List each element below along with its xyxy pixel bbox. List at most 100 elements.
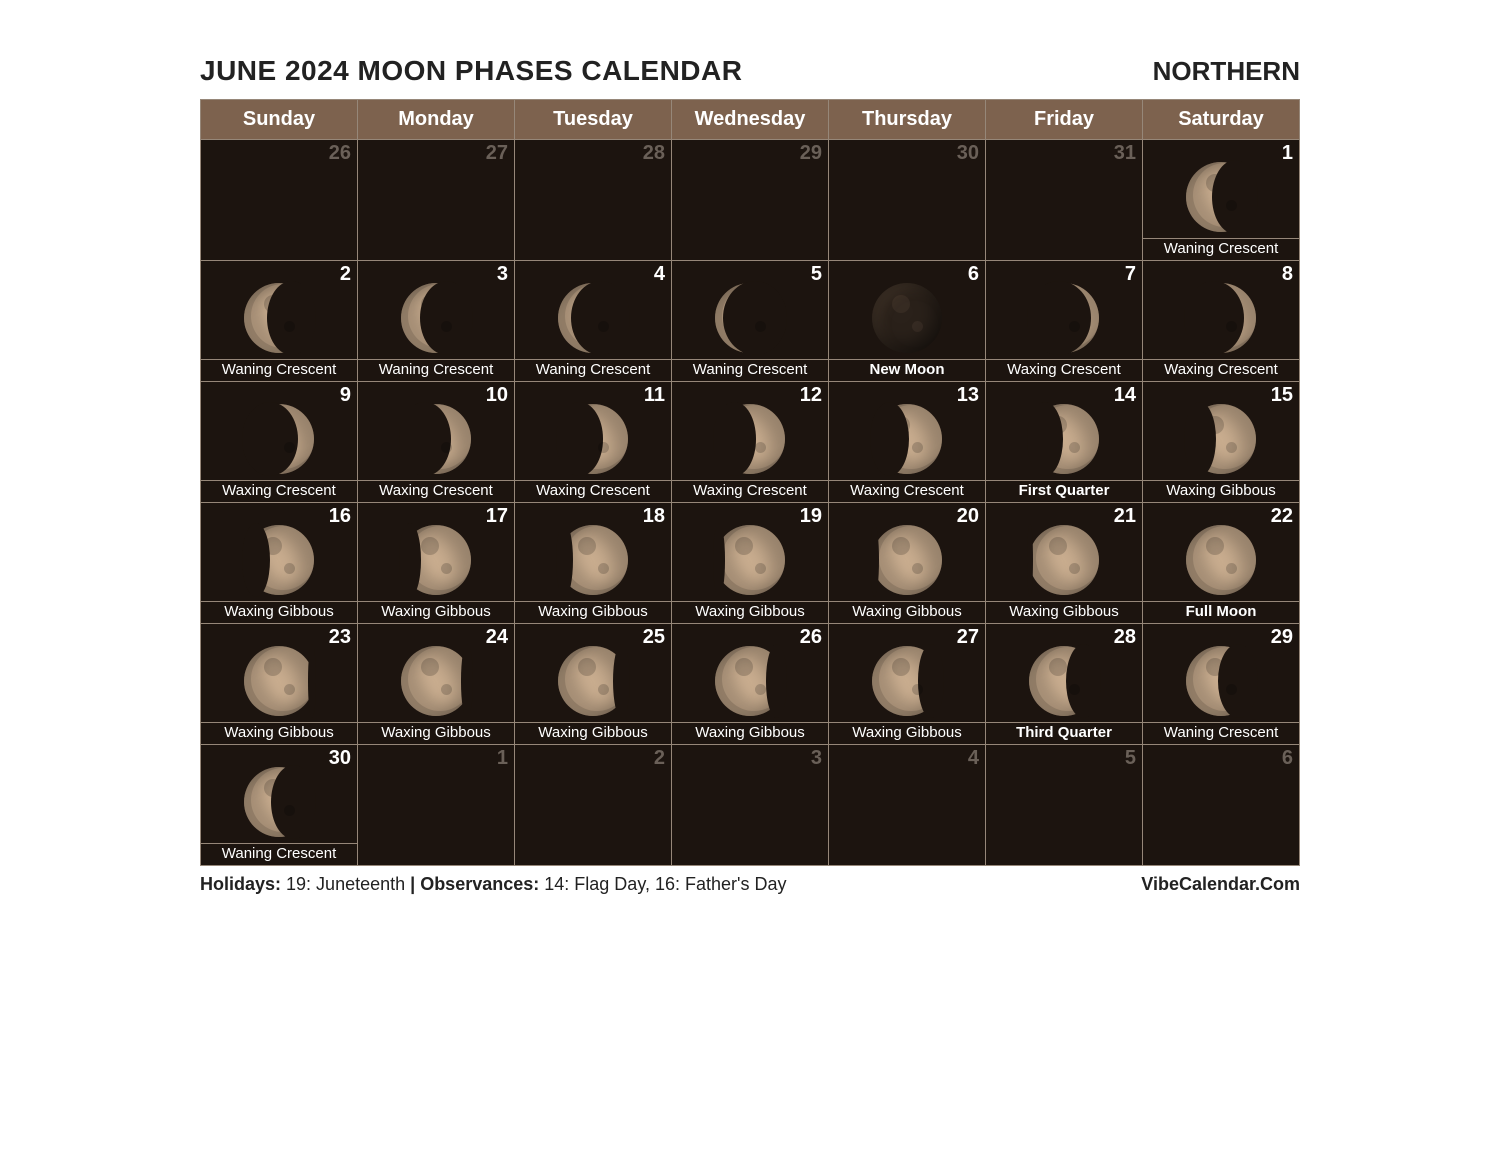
moon-icon (872, 404, 942, 474)
moon-icon (1029, 283, 1099, 353)
day-number: 1 (1282, 142, 1293, 165)
moon-shadow (1027, 281, 1091, 355)
day-cell: 21Waxing Gibbous (986, 503, 1143, 624)
day-number: 3 (811, 747, 822, 770)
day-number: 27 (957, 626, 979, 649)
day-number: 2 (654, 747, 665, 770)
day-cell: 27 (358, 140, 515, 261)
phase-label: Waxing Gibbous (358, 722, 514, 741)
phase-label: Waxing Gibbous (672, 722, 828, 741)
moon-icon (558, 525, 628, 595)
phase-label: Waxing Gibbous (201, 601, 357, 620)
day-number: 27 (486, 142, 508, 165)
day-number: 4 (654, 263, 665, 286)
day-cell: 28 (515, 140, 672, 261)
day-cell: 4 (829, 745, 986, 866)
phase-label: Waxing Crescent (672, 480, 828, 499)
phase-label: New Moon (829, 359, 985, 378)
footer-row: Holidays: 19: Juneteenth | Observances: … (200, 874, 1300, 895)
day-cell: 13 Waxing Crescent (829, 382, 986, 503)
day-cell: 6 (1143, 745, 1300, 866)
moon-icon (872, 283, 942, 353)
brand-label: VibeCalendar.Com (1141, 874, 1300, 895)
day-number: 29 (1271, 626, 1293, 649)
phase-label: Waning Crescent (1143, 722, 1299, 741)
phase-label: Waxing Gibbous (672, 601, 828, 620)
day-cell: 2 (515, 745, 672, 866)
calendar-title: JUNE 2024 MOON PHASES CALENDAR (200, 55, 742, 87)
day-number: 15 (1271, 384, 1293, 407)
day-cell: 31 (986, 140, 1143, 261)
phase-label: Waxing Crescent (1143, 359, 1299, 378)
day-cell: 9Waxing Crescent (201, 382, 358, 503)
day-cell: 6New Moon (829, 261, 986, 382)
moon-shadow (1027, 523, 1033, 597)
moon-shadow (870, 402, 909, 476)
day-number: 31 (1114, 142, 1136, 165)
moon-shadow (723, 281, 787, 355)
day-number: 5 (1125, 747, 1136, 770)
moon-shadow (242, 402, 298, 476)
day-number: 21 (1114, 505, 1136, 528)
phase-label: Waxing Gibbous (1143, 480, 1299, 499)
observances-label: Observances: (420, 874, 539, 894)
moon-icon (1186, 162, 1256, 232)
day-cell: 26Waxing Gibbous (672, 624, 829, 745)
day-number: 13 (957, 384, 979, 407)
moon-icon (715, 646, 785, 716)
day-number: 4 (968, 747, 979, 770)
day-cell: 12 Waxing Crescent (672, 382, 829, 503)
moon-icon (244, 767, 314, 837)
phase-label: Third Quarter (986, 722, 1142, 741)
phase-label: Waxing Crescent (515, 480, 671, 499)
moon-icon (244, 283, 314, 353)
day-number: 28 (1114, 626, 1136, 649)
moon-icon (1029, 525, 1099, 595)
weekday-header-cell: Sunday (201, 100, 358, 140)
weekday-header-cell: Tuesday (515, 100, 672, 140)
moon-shadow (1184, 402, 1216, 476)
moon-icon (244, 404, 314, 474)
phase-label: Waxing Crescent (201, 480, 357, 499)
moon-icon (1186, 525, 1256, 595)
moon-icon (558, 404, 628, 474)
moon-shadow (420, 281, 473, 355)
day-cell: 20Waxing Gibbous (829, 503, 986, 624)
moon-shadow (461, 644, 473, 718)
moon-shadow (556, 402, 603, 476)
day-cell: 2Waning Crescent (201, 261, 358, 382)
moon-icon (1186, 404, 1256, 474)
day-number: 18 (643, 505, 665, 528)
day-number: 20 (957, 505, 979, 528)
day-cell: 18 Waxing Gibbous (515, 503, 672, 624)
hemisphere-label: NORTHERN (1153, 56, 1300, 87)
phase-label: Waxing Gibbous (515, 722, 671, 741)
observances-text: 14: Flag Day, 16: Father's Day (539, 874, 786, 894)
moon-shadow (918, 644, 944, 718)
day-number: 12 (800, 384, 822, 407)
day-number: 28 (643, 142, 665, 165)
day-number: 11 (644, 384, 665, 407)
calendar: JUNE 2024 MOON PHASES CALENDAR NORTHERN … (200, 55, 1300, 895)
day-number: 19 (800, 505, 822, 528)
moon-icon (872, 525, 942, 595)
day-cell: 30Waning Crescent (201, 745, 358, 866)
moon-shadow (1212, 160, 1258, 234)
day-cell: 10Waxing Crescent (358, 382, 515, 503)
moon-shadow (713, 402, 756, 476)
day-cell: 8Waxing Crescent (1143, 261, 1300, 382)
separator: | (410, 874, 420, 894)
moon-shadow (242, 523, 270, 597)
day-cell: 5Waning Crescent (672, 261, 829, 382)
day-cell: 15 Waxing Gibbous (1143, 382, 1300, 503)
moon-shadow (308, 644, 316, 718)
day-number: 17 (486, 505, 508, 528)
moon-shadow (1027, 402, 1063, 476)
day-number: 30 (329, 747, 351, 770)
holidays-label: Holidays: (200, 874, 281, 894)
phase-label: Waxing Gibbous (515, 601, 671, 620)
moon-icon (401, 525, 471, 595)
phase-label: Waxing Crescent (829, 480, 985, 499)
day-number: 29 (800, 142, 822, 165)
day-number: 14 (1114, 384, 1136, 407)
